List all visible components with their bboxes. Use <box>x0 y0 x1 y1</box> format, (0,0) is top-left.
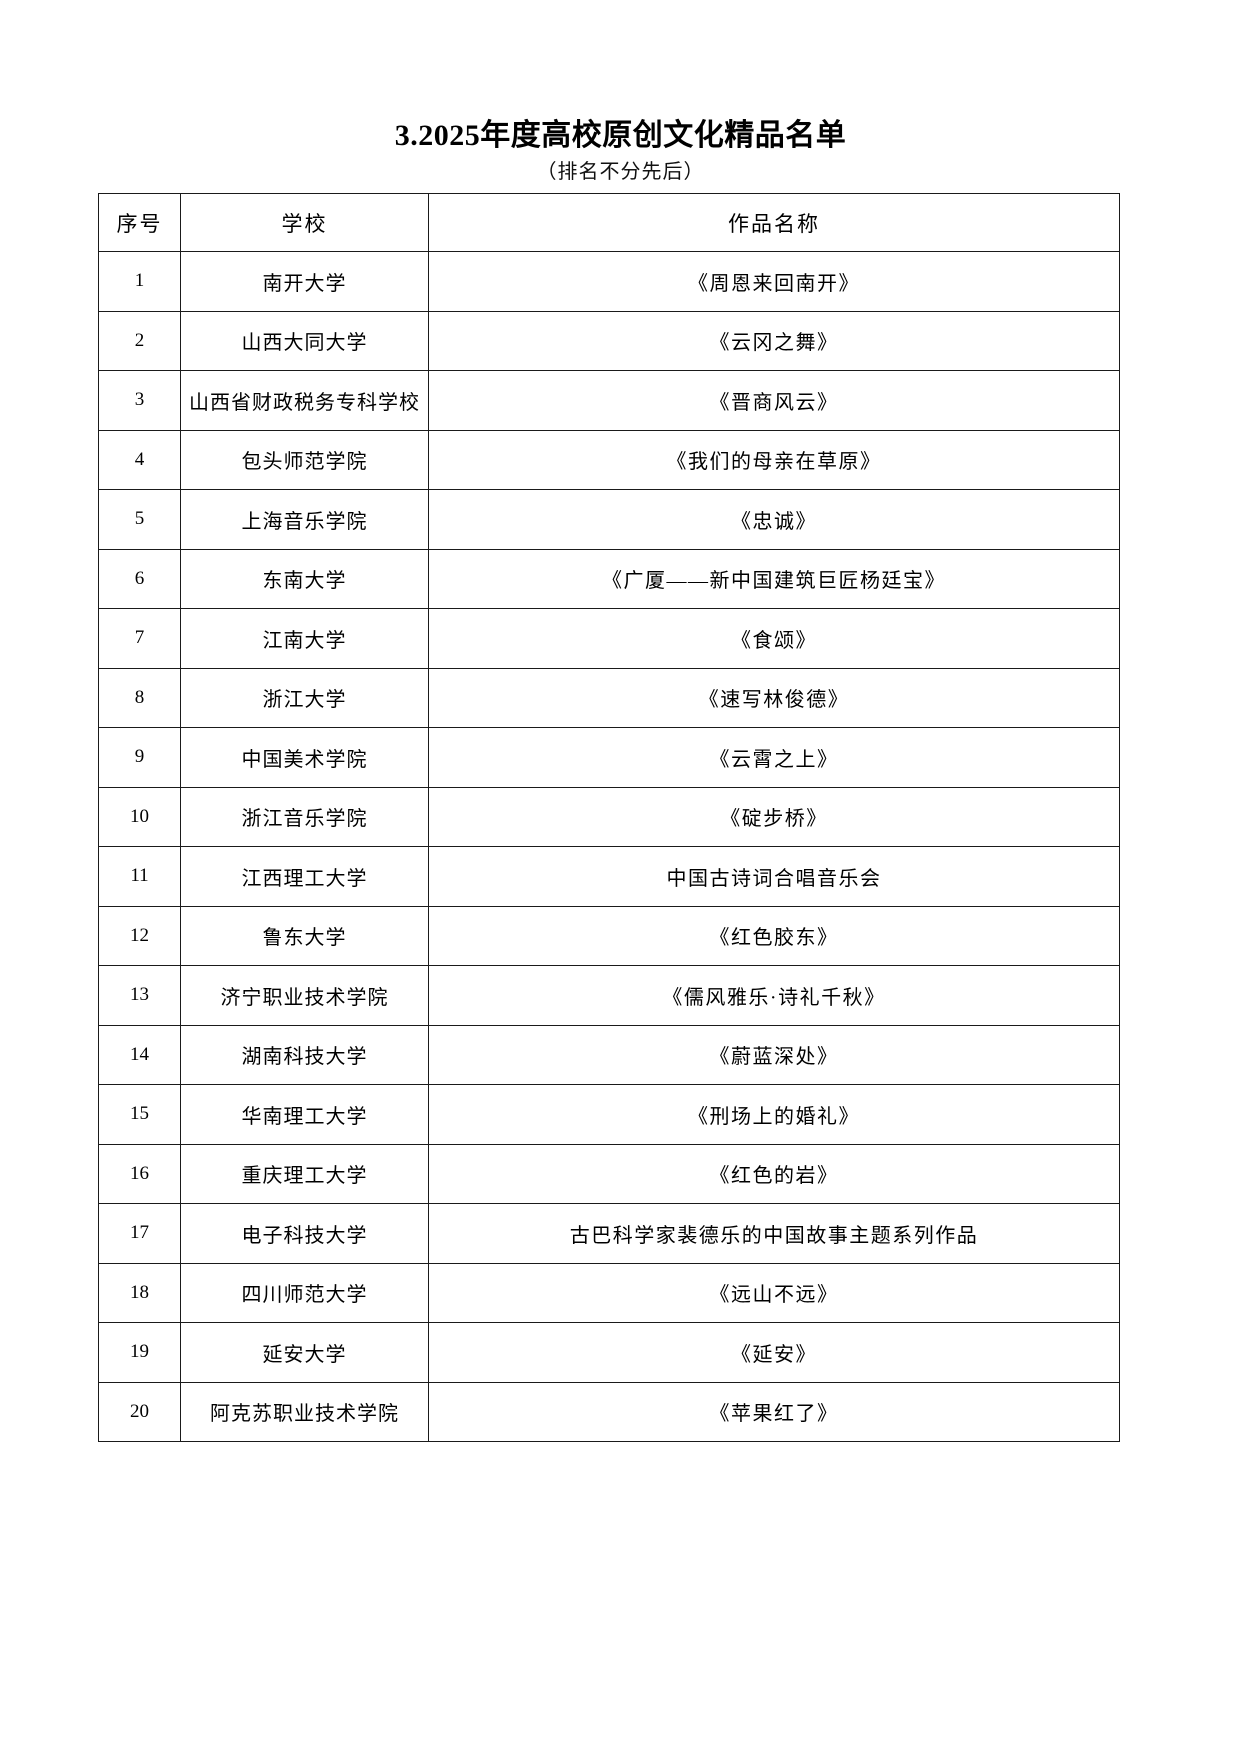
table-row: 18 四川师范大学 《远山不远》 <box>98 1262 1120 1323</box>
cell-work-title: 《苹果红了》 <box>428 1381 1120 1442</box>
cell-work-title: 《云霄之上》 <box>428 727 1120 788</box>
table-row: 14 湖南科技大学 《蔚蓝深处》 <box>98 1024 1120 1085</box>
cell-work-title: 《碇步桥》 <box>428 786 1120 847</box>
cell-school: 东南大学 <box>180 548 429 609</box>
cell-school: 阿克苏职业技术学院 <box>180 1381 429 1442</box>
cell-school: 延安大学 <box>180 1322 429 1383</box>
cell-index: 1 <box>98 251 181 312</box>
cell-work-title: 《晋商风云》 <box>428 370 1120 431</box>
cell-school: 济宁职业技术学院 <box>180 965 429 1026</box>
cell-work-title: 《广厦——新中国建筑巨匠杨廷宝》 <box>428 548 1120 609</box>
table-row: 15 华南理工大学 《刑场上的婚礼》 <box>98 1084 1120 1145</box>
cell-index: 17 <box>98 1203 181 1264</box>
cell-work-title: 《儒风雅乐·诗礼千秋》 <box>428 965 1120 1026</box>
table-header-row: 序号 学校 作品名称 <box>98 193 1120 252</box>
table-row: 5 上海音乐学院 《忠诚》 <box>98 489 1120 550</box>
cell-school: 华南理工大学 <box>180 1084 429 1145</box>
column-header-work: 作品名称 <box>428 193 1120 252</box>
cell-index: 13 <box>98 965 181 1026</box>
table-row: 20 阿克苏职业技术学院 《苹果红了》 <box>98 1381 1120 1442</box>
cell-work-title: 《云冈之舞》 <box>428 310 1120 371</box>
cell-index: 10 <box>98 786 181 847</box>
cell-work-title: 中国古诗词合唱音乐会 <box>428 846 1120 907</box>
cell-index: 2 <box>98 310 181 371</box>
cell-work-title: 《速写林俊德》 <box>428 667 1120 728</box>
cell-school: 重庆理工大学 <box>180 1143 429 1204</box>
cell-index: 6 <box>98 548 181 609</box>
column-header-index: 序号 <box>98 193 181 252</box>
table-row: 4 包头师范学院 《我们的母亲在草原》 <box>98 429 1120 490</box>
table-header: 序号 学校 作品名称 <box>98 193 1120 252</box>
cell-index: 4 <box>98 429 181 490</box>
table-row: 3 山西省财政税务专科学校 《晋商风云》 <box>98 370 1120 431</box>
cell-index: 5 <box>98 489 181 550</box>
cell-work-title: 《刑场上的婚礼》 <box>428 1084 1120 1145</box>
cell-school: 湖南科技大学 <box>180 1024 429 1085</box>
cell-school: 江西理工大学 <box>180 846 429 907</box>
cell-work-title: 《红色胶东》 <box>428 905 1120 966</box>
table-row: 13 济宁职业技术学院 《儒风雅乐·诗礼千秋》 <box>98 965 1120 1026</box>
cell-school: 浙江音乐学院 <box>180 786 429 847</box>
cell-school: 山西省财政税务专科学校 <box>180 370 429 431</box>
page-subtitle: （排名不分先后） <box>536 161 705 183</box>
award-listing-table: 序号 学校 作品名称 1 南开大学 《周恩来回南开》 2 山西大同大学 《云冈之舞》 3 山西… <box>98 193 1120 1442</box>
cell-school: 电子科技大学 <box>180 1203 429 1264</box>
cell-index: 8 <box>98 667 181 728</box>
table-row: 8 浙江大学 《速写林俊德》 <box>98 667 1120 728</box>
table-row: 11 江西理工大学 中国古诗词合唱音乐会 <box>98 846 1120 907</box>
cell-school: 南开大学 <box>180 251 429 312</box>
cell-work-title: 《周恩来回南开》 <box>428 251 1120 312</box>
cell-school: 山西大同大学 <box>180 310 429 371</box>
table-row: 19 延安大学 《延安》 <box>98 1322 1120 1383</box>
cell-work-title: 《延安》 <box>428 1322 1120 1383</box>
cell-work-title: 《红色的岩》 <box>428 1143 1120 1204</box>
cell-work-title: 《食颂》 <box>428 608 1120 669</box>
cell-work-title: 古巴科学家裴德乐的中国故事主题系列作品 <box>428 1203 1120 1264</box>
cell-index: 14 <box>98 1024 181 1085</box>
table-row: 7 江南大学 《食颂》 <box>98 608 1120 669</box>
cell-work-title: 《蔚蓝深处》 <box>428 1024 1120 1085</box>
table-row: 10 浙江音乐学院 《碇步桥》 <box>98 786 1120 847</box>
page-title: 3.2025年度高校原创文化精品名单 <box>394 119 847 153</box>
table-row: 12 鲁东大学 《红色胶东》 <box>98 905 1120 966</box>
cell-school: 四川师范大学 <box>180 1262 429 1323</box>
cell-index: 20 <box>98 1381 181 1442</box>
cell-work-title: 《忠诚》 <box>428 489 1120 550</box>
cell-index: 16 <box>98 1143 181 1204</box>
table-row: 16 重庆理工大学 《红色的岩》 <box>98 1143 1120 1204</box>
cell-index: 19 <box>98 1322 181 1383</box>
cell-index: 11 <box>98 846 181 907</box>
table-row: 1 南开大学 《周恩来回南开》 <box>98 251 1120 312</box>
table-row: 9 中国美术学院 《云霄之上》 <box>98 727 1120 788</box>
table-row: 17 电子科技大学 古巴科学家裴德乐的中国故事主题系列作品 <box>98 1203 1120 1264</box>
cell-work-title: 《远山不远》 <box>428 1262 1120 1323</box>
cell-index: 15 <box>98 1084 181 1145</box>
cell-school: 江南大学 <box>180 608 429 669</box>
cell-school: 鲁东大学 <box>180 905 429 966</box>
listing-table-container: 序号 学校 作品名称 1 南开大学 《周恩来回南开》 2 山西大同大学 《云冈之舞》 3 山西… <box>98 193 1120 1442</box>
cell-index: 12 <box>98 905 181 966</box>
table-row: 6 东南大学 《广厦——新中国建筑巨匠杨廷宝》 <box>98 548 1120 609</box>
cell-school: 上海音乐学院 <box>180 489 429 550</box>
column-header-school: 学校 <box>180 193 429 252</box>
cell-school: 包头师范学院 <box>180 429 429 490</box>
cell-index: 9 <box>98 727 181 788</box>
table-row: 2 山西大同大学 《云冈之舞》 <box>98 310 1120 371</box>
cell-index: 7 <box>98 608 181 669</box>
table-body: 1 南开大学 《周恩来回南开》 2 山西大同大学 《云冈之舞》 3 山西省财政税务专科学校 《晋… <box>98 251 1120 1442</box>
cell-school: 浙江大学 <box>180 667 429 728</box>
cell-index: 18 <box>98 1262 181 1323</box>
cell-work-title: 《我们的母亲在草原》 <box>428 429 1120 490</box>
cell-index: 3 <box>98 370 181 431</box>
cell-school: 中国美术学院 <box>180 727 429 788</box>
